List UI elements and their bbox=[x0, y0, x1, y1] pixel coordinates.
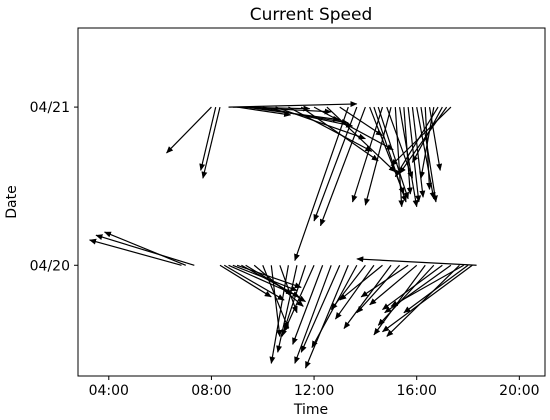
current-arrow bbox=[199, 106, 217, 171]
current-arrow bbox=[364, 106, 392, 206]
current-arrow bbox=[356, 256, 477, 266]
current-arrow bbox=[394, 107, 405, 208]
current-arrow bbox=[334, 264, 375, 320]
current-arrow bbox=[419, 106, 435, 179]
current-arrow bbox=[390, 264, 465, 307]
current-arrow bbox=[294, 265, 332, 364]
current-arrow bbox=[300, 265, 341, 353]
current-arrow bbox=[351, 106, 384, 203]
current-arrow bbox=[377, 106, 409, 200]
current-arrow bbox=[279, 265, 298, 314]
chart-title: Current Speed bbox=[250, 5, 373, 25]
current-arrow bbox=[319, 106, 366, 227]
current-arrow bbox=[276, 265, 298, 353]
x-tick-label: 04:00 bbox=[89, 383, 129, 399]
current-arrow bbox=[262, 106, 354, 128]
current-arrow bbox=[292, 265, 324, 345]
current-arrow bbox=[300, 106, 379, 162]
current-arrow bbox=[275, 106, 366, 140]
current-arrow bbox=[394, 106, 439, 178]
x-axis: 04:00 08:00 12:00 16:00 20:00 bbox=[89, 376, 540, 399]
current-arrow bbox=[95, 234, 195, 266]
current-arrow bbox=[313, 106, 394, 151]
current-arrow bbox=[228, 101, 358, 108]
y-tick-label: 04/20 bbox=[30, 258, 70, 274]
current-arrow bbox=[219, 264, 272, 298]
current-arrow bbox=[326, 106, 396, 173]
current-arrow bbox=[424, 107, 433, 190]
current-arrow bbox=[104, 231, 186, 266]
current-arrow bbox=[339, 264, 383, 301]
current-arrow bbox=[377, 264, 435, 326]
x-tick-label: 08:00 bbox=[191, 383, 231, 399]
y-axis-label: Date bbox=[4, 185, 20, 218]
x-tick-label: 16:00 bbox=[397, 383, 437, 399]
y-tick-label: 04/21 bbox=[30, 100, 70, 116]
current-arrow bbox=[356, 264, 401, 314]
current-arrow bbox=[89, 238, 182, 266]
current-arrow bbox=[420, 106, 438, 203]
current-arrow bbox=[201, 106, 221, 179]
plot-area bbox=[77, 27, 546, 377]
current-arrow bbox=[237, 106, 292, 118]
y-axis: 04/20 04/21 bbox=[30, 100, 78, 274]
current-arrow bbox=[330, 264, 366, 310]
current-arrow bbox=[294, 106, 349, 261]
current-arrow bbox=[369, 264, 418, 306]
current-arrow bbox=[269, 265, 289, 364]
current-arrow bbox=[288, 106, 373, 152]
current-arrow bbox=[283, 265, 315, 333]
current-arrow bbox=[382, 264, 473, 333]
x-tick-label: 12:00 bbox=[294, 383, 334, 399]
x-tick-label: 20:00 bbox=[499, 383, 539, 399]
current-arrow bbox=[403, 264, 469, 314]
current-arrow bbox=[166, 106, 212, 154]
current-arrow bbox=[313, 106, 358, 222]
current-arrow bbox=[360, 264, 409, 298]
x-axis-label: Time bbox=[293, 402, 328, 418]
current-arrow bbox=[304, 265, 349, 369]
arrow-layer bbox=[89, 101, 477, 369]
current-arrow bbox=[253, 264, 304, 307]
current-arrow bbox=[390, 106, 452, 167]
current-arrow bbox=[386, 264, 460, 337]
